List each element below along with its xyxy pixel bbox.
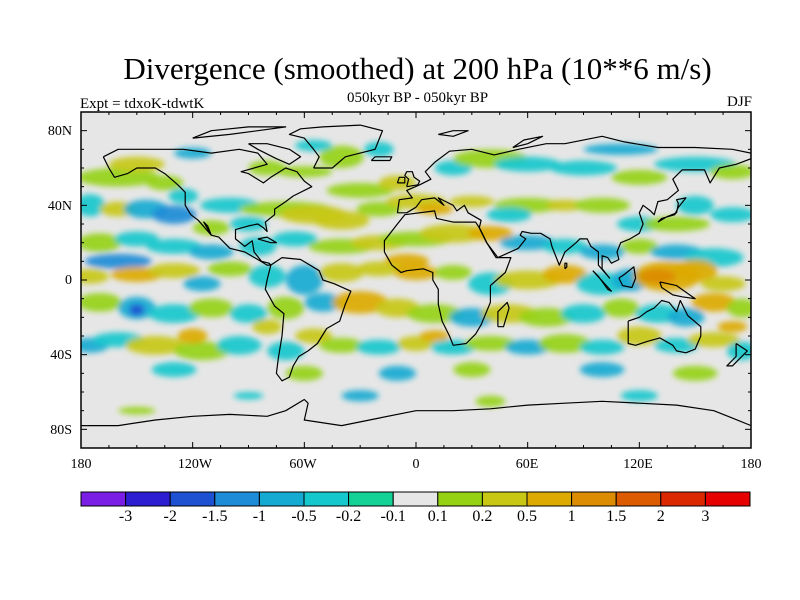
colorbar-label: 0.2: [472, 508, 493, 525]
colorbar-swatch: [571, 491, 617, 507]
colorbar-label: 3: [701, 508, 710, 525]
colorbar-swatch: [481, 491, 528, 507]
y-tick-0: 0: [65, 273, 72, 288]
colorbar-label: 0.1: [427, 508, 448, 525]
colorbar-swatch: [392, 491, 439, 507]
x-tick-60w: 60W: [289, 457, 317, 472]
colorbar-swatch: [526, 491, 573, 507]
colorbar-label: -1: [252, 508, 267, 525]
colorbar-swatch: [437, 491, 483, 507]
y-tick-80n: 80N: [47, 124, 72, 139]
colorbar-label: -0.5: [291, 508, 317, 525]
colorbar-swatch: [125, 491, 171, 507]
colorbar-label: 0.5: [517, 508, 537, 525]
x-tick-180w: 180: [70, 457, 92, 472]
colorbar-label: -1.5: [202, 508, 228, 525]
colorbar-swatch: [169, 491, 216, 507]
colorbar-swatch: [660, 491, 706, 507]
colorbar-swatch: [258, 491, 305, 507]
colorbar-label: -3: [118, 508, 133, 525]
colorbar-label: 1: [567, 508, 576, 525]
period-label: 050kyr BP - 050kyr BP: [346, 90, 489, 106]
x-tick-0: 0: [412, 457, 420, 472]
colorbar-swatch: [704, 491, 751, 507]
season-label: DJF: [726, 94, 752, 110]
colorbar-label: 1.5: [606, 508, 627, 525]
colorbar-label: -0.1: [380, 508, 406, 525]
colorbar-swatch: [303, 491, 350, 507]
coastlines: [81, 124, 751, 427]
colorbar: [80, 491, 751, 507]
x-tick-60e: 60E: [515, 457, 539, 472]
experiment-label: Expt = tdxoK-tdwtK: [80, 96, 205, 112]
axis-ticks: [80, 112, 752, 448]
y-tick-40s: 40S: [50, 348, 72, 363]
divergence-field: [81, 140, 751, 415]
colorbar-label: 2: [656, 508, 665, 525]
colorbar-swatch: [80, 491, 127, 507]
map-title: Divergence (smoothed) at 200 hPa (10**6 …: [123, 51, 712, 86]
colorbar-label: -0.2: [335, 508, 362, 525]
colorbar-label: -2: [163, 508, 177, 525]
y-tick-80s: 80S: [50, 423, 72, 438]
x-tick-120e: 120E: [623, 457, 653, 472]
colorbar-swatch: [214, 491, 260, 507]
y-tick-40n: 40N: [47, 199, 72, 214]
x-tick-180e: 180: [740, 457, 762, 472]
x-tick-120w: 120W: [177, 457, 213, 472]
colorbar-swatch: [615, 491, 662, 507]
colorbar-swatch: [348, 491, 394, 507]
